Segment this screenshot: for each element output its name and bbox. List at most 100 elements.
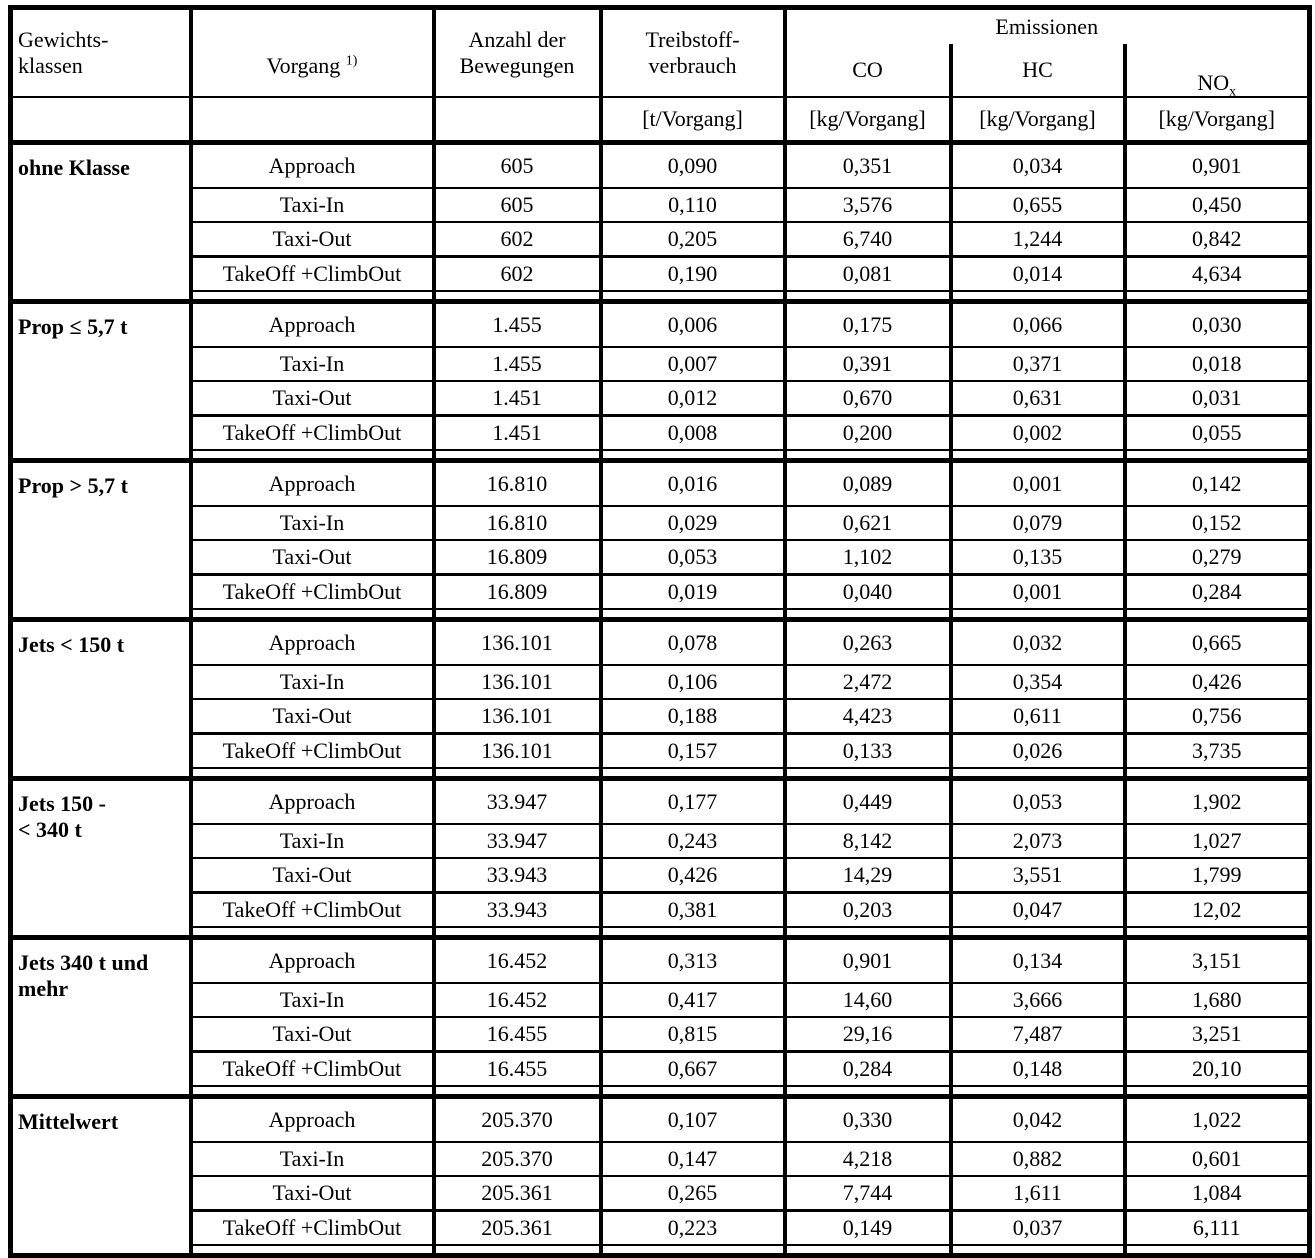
co-cell: 0,149 bbox=[782, 1208, 951, 1246]
weight-class-label: Jets 150 - < 340 t bbox=[10, 778, 191, 938]
nox-cell: 1,084 bbox=[1122, 1174, 1310, 1211]
nox-cell: 1,027 bbox=[1122, 822, 1310, 859]
nox-cell: 0,756 bbox=[1122, 697, 1310, 734]
movements-cell: 602 bbox=[431, 220, 601, 257]
movements-cell: 16.810 bbox=[431, 504, 601, 541]
fuel-cell: 0,426 bbox=[598, 856, 785, 893]
operation-cell: Taxi-In bbox=[188, 822, 434, 859]
co-cell: 0,081 bbox=[782, 254, 951, 292]
table-row: Taxi-In 136.101 0,106 2,472 0,354 0,426 bbox=[11, 663, 1310, 700]
nox-cell: 0,665 bbox=[1122, 619, 1310, 666]
spacer-cell bbox=[948, 448, 1125, 460]
header-operation-label: Vorgang bbox=[266, 52, 341, 78]
table-row: Taxi-Out 16.455 0,815 29,16 7,487 3,251 bbox=[11, 1015, 1310, 1052]
co-cell: 6,740 bbox=[782, 220, 951, 257]
co-cell: 0,040 bbox=[782, 572, 951, 610]
movements-cell: 33.943 bbox=[431, 890, 601, 928]
co-cell: 0,200 bbox=[782, 413, 951, 451]
spacer-cell bbox=[782, 289, 951, 301]
spacer-cell bbox=[948, 1243, 1125, 1255]
header-movements: Anzahl der Bewegungen bbox=[431, 7, 601, 98]
movements-cell: 1.455 bbox=[431, 345, 601, 382]
group-spacer-row bbox=[11, 607, 1310, 619]
header-nox: NOx bbox=[1122, 43, 1310, 98]
fuel-cell: 0,313 bbox=[598, 937, 785, 984]
nox-cell: 3,151 bbox=[1122, 937, 1310, 984]
operation-cell: TakeOff +ClimbOut bbox=[188, 572, 434, 610]
spacer-cell bbox=[188, 1084, 434, 1096]
spacer-cell bbox=[598, 1084, 785, 1096]
hc-cell: 0,371 bbox=[948, 345, 1125, 382]
spacer-cell bbox=[598, 766, 785, 778]
spacer-cell bbox=[948, 766, 1125, 778]
hc-cell: 0,882 bbox=[948, 1140, 1125, 1177]
hc-cell: 0,026 bbox=[948, 731, 1125, 769]
movements-cell: 1.455 bbox=[431, 301, 601, 348]
table-row: Taxi-In 16.810 0,029 0,621 0,079 0,152 bbox=[11, 504, 1310, 541]
spacer-cell bbox=[782, 766, 951, 778]
movements-cell: 136.101 bbox=[431, 731, 601, 769]
hc-cell: 3,666 bbox=[948, 981, 1125, 1018]
units-co: [kg/Vorgang] bbox=[782, 95, 951, 142]
fuel-cell: 0,381 bbox=[598, 890, 785, 928]
table-row: Taxi-Out 205.361 0,265 7,744 1,611 1,084 bbox=[11, 1174, 1310, 1211]
movements-cell: 605 bbox=[431, 142, 601, 189]
movements-cell: 16.452 bbox=[431, 937, 601, 984]
hc-cell: 0,047 bbox=[948, 890, 1125, 928]
hc-cell: 0,655 bbox=[948, 186, 1125, 223]
spacer-cell bbox=[782, 1243, 951, 1255]
spacer-cell bbox=[188, 1243, 434, 1255]
fuel-cell: 0,157 bbox=[598, 731, 785, 769]
spacer-cell bbox=[1122, 607, 1310, 619]
hc-cell: 2,073 bbox=[948, 822, 1125, 859]
operation-cell: Approach bbox=[188, 142, 434, 189]
movements-cell: 16.810 bbox=[431, 460, 601, 507]
hc-cell: 0,053 bbox=[948, 778, 1125, 825]
table-row: TakeOff +ClimbOut 16.455 0,667 0,284 0,148 20… bbox=[11, 1049, 1310, 1087]
table-row: Mittelwert Approach 205.370 0,107 0,330 0,042… bbox=[10, 1096, 1310, 1256]
spacer-cell bbox=[431, 448, 601, 460]
table-row: Taxi-In 16.452 0,417 14,60 3,666 1,680 bbox=[11, 981, 1310, 1018]
fuel-cell: 0,053 bbox=[598, 538, 785, 575]
operation-cell: Taxi-In bbox=[188, 663, 434, 700]
operation-cell: TakeOff +ClimbOut bbox=[188, 1208, 434, 1246]
units-empty-cell bbox=[431, 95, 601, 142]
spacer-cell bbox=[598, 289, 785, 301]
table-row: Taxi-In 605 0,110 3,576 0,655 0,450 bbox=[11, 186, 1310, 223]
operation-cell: Approach bbox=[188, 460, 434, 507]
spacer-cell bbox=[188, 448, 434, 460]
units-empty-cell bbox=[188, 95, 434, 142]
table-row: Taxi-In 1.455 0,007 0,391 0,371 0,018 bbox=[11, 345, 1310, 382]
table-row: Taxi-Out 136.101 0,188 4,423 0,611 0,756 bbox=[11, 697, 1310, 734]
co-cell: 0,263 bbox=[782, 619, 951, 666]
spacer-cell bbox=[782, 607, 951, 619]
table-row: ohne Klasse Approach 605 0,090 0,351 0,034 0,9… bbox=[10, 142, 1310, 302]
movements-cell: 33.947 bbox=[431, 822, 601, 859]
table-row: TakeOff +ClimbOut 602 0,190 0,081 0,014 4,634 bbox=[11, 254, 1310, 292]
spacer-cell bbox=[782, 925, 951, 937]
hc-cell: 0,042 bbox=[948, 1096, 1125, 1143]
spacer-cell bbox=[782, 448, 951, 460]
group-spacer-row bbox=[11, 448, 1310, 460]
table-row: Taxi-Out 33.943 0,426 14,29 3,551 1,799 bbox=[11, 856, 1310, 893]
spacer-cell bbox=[948, 289, 1125, 301]
hc-cell: 0,037 bbox=[948, 1208, 1125, 1246]
co-cell: 14,29 bbox=[782, 856, 951, 893]
table-header: Gewichts- klassen Vorgang 1) Anzahl der … bbox=[10, 7, 1310, 142]
operation-cell: Approach bbox=[188, 937, 434, 984]
operation-cell: TakeOff +ClimbOut bbox=[188, 1049, 434, 1087]
hc-cell: 0,134 bbox=[948, 937, 1125, 984]
operation-cell: TakeOff +ClimbOut bbox=[188, 413, 434, 451]
table-row: TakeOff +ClimbOut 33.943 0,381 0,203 0,047 12… bbox=[11, 890, 1310, 928]
units-fuel: [t/Vorgang] bbox=[598, 95, 785, 142]
table-row: TakeOff +ClimbOut 205.361 0,223 0,149 0,037 6… bbox=[11, 1208, 1310, 1246]
operation-cell: Approach bbox=[188, 619, 434, 666]
operation-cell: Taxi-In bbox=[188, 186, 434, 223]
co-cell: 1,102 bbox=[782, 538, 951, 575]
hc-cell: 0,148 bbox=[948, 1049, 1125, 1087]
spacer-cell bbox=[431, 289, 601, 301]
nox-cell: 0,284 bbox=[1122, 572, 1310, 610]
table-row: Taxi-Out 602 0,205 6,740 1,244 0,842 bbox=[11, 220, 1310, 257]
nox-cell: 1,902 bbox=[1122, 778, 1310, 825]
header-nox-subscript: x bbox=[1229, 83, 1237, 97]
